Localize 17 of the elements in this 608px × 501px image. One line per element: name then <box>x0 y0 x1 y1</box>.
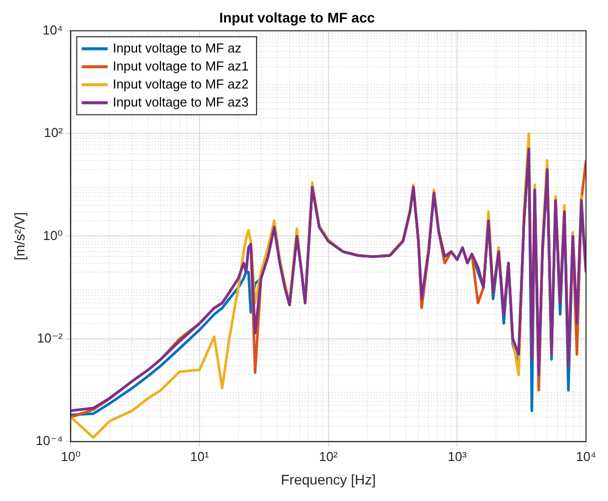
y-tick-label: 10² <box>44 125 64 140</box>
y-tick-label: 10⁰ <box>43 228 63 243</box>
y-tick-label: 10⁴ <box>42 22 63 38</box>
x-tick-label: 10² <box>318 448 338 464</box>
y-axis-title: [m/s²/V] <box>11 212 28 260</box>
legend-label: Input voltage to MF az1 <box>112 58 249 74</box>
x-tick-label: 10³ <box>448 448 468 464</box>
x-tick-label: 10⁰ <box>60 448 81 464</box>
legend-label: Input voltage to MF az2 <box>112 76 249 92</box>
y-tick-label: 10⁻⁴ <box>36 433 63 448</box>
y-tick-label: 10⁻² <box>37 330 64 346</box>
chart-title: Input voltage to MF acc <box>219 9 375 26</box>
legend-label: Input voltage to MF az <box>112 40 242 56</box>
x-tick-label: 10¹ <box>190 448 210 464</box>
legend-label: Input voltage to MF az3 <box>112 94 249 110</box>
x-tick-label: 10⁴ <box>576 448 596 464</box>
x-axis-title: Frequency [Hz] <box>280 471 376 488</box>
